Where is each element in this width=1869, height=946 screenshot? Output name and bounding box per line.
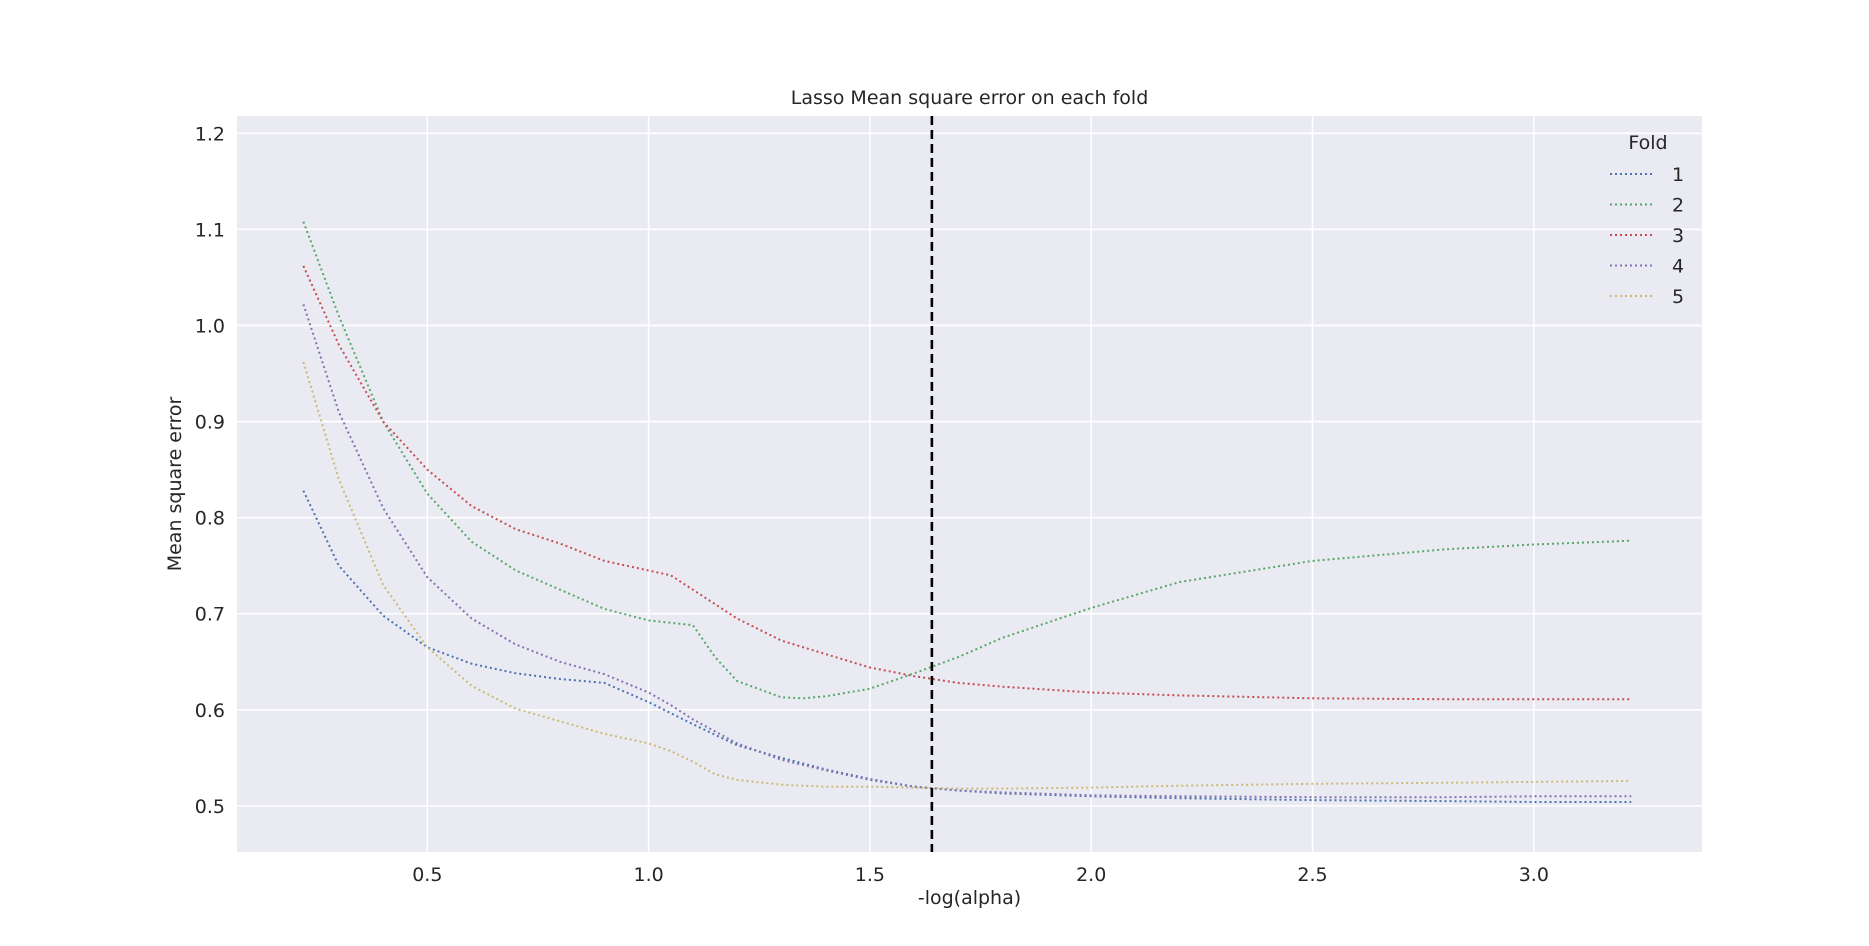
legend-label-fold-4: 4 <box>1672 256 1684 278</box>
y-tick-label: 1.2 <box>195 123 225 145</box>
y-tick-label: 0.9 <box>195 412 225 434</box>
series-line-fold-1 <box>302 490 1632 803</box>
series-lines <box>302 221 1632 803</box>
series-line-fold-2 <box>302 221 1632 700</box>
legend-label-fold-1: 1 <box>1672 164 1684 186</box>
x-tick-labels: 0.5 1.0 1.5 2.0 2.5 3.0 <box>412 864 1549 886</box>
x-tick-label: 2.0 <box>1076 864 1106 886</box>
x-tick-label: 3.0 <box>1519 864 1549 886</box>
y-tick-label: 0.8 <box>195 508 225 530</box>
legend-label-fold-3: 3 <box>1672 225 1684 247</box>
legend: Fold 1 2 3 4 5 <box>1610 132 1684 308</box>
y-tick-label: 0.6 <box>195 700 225 722</box>
x-tick-label: 2.5 <box>1297 864 1327 886</box>
x-tick-label: 0.5 <box>412 864 442 886</box>
plot-area <box>237 116 1702 852</box>
x-tick-label: 1.5 <box>855 864 885 886</box>
chart-title: Lasso Mean square error on each fold <box>791 87 1149 109</box>
legend-title: Fold <box>1628 132 1667 154</box>
legend-label-fold-5: 5 <box>1672 286 1684 308</box>
y-axis-label: Mean square error <box>164 397 186 572</box>
grid-lines <box>237 116 1702 852</box>
y-tick-label: 1.1 <box>195 219 225 241</box>
legend-label-fold-2: 2 <box>1672 195 1684 217</box>
series-line-fold-5 <box>302 361 1632 790</box>
x-tick-label: 1.0 <box>634 864 664 886</box>
series-line-fold-4 <box>302 303 1632 799</box>
y-tick-label: 0.7 <box>195 604 225 626</box>
y-tick-label: 0.5 <box>195 796 225 818</box>
y-tick-label: 1.0 <box>195 315 225 337</box>
x-axis-label: -log(alpha) <box>918 887 1021 909</box>
y-tick-labels: 0.5 0.6 0.7 0.8 0.9 1.0 1.1 1.2 <box>195 123 225 818</box>
